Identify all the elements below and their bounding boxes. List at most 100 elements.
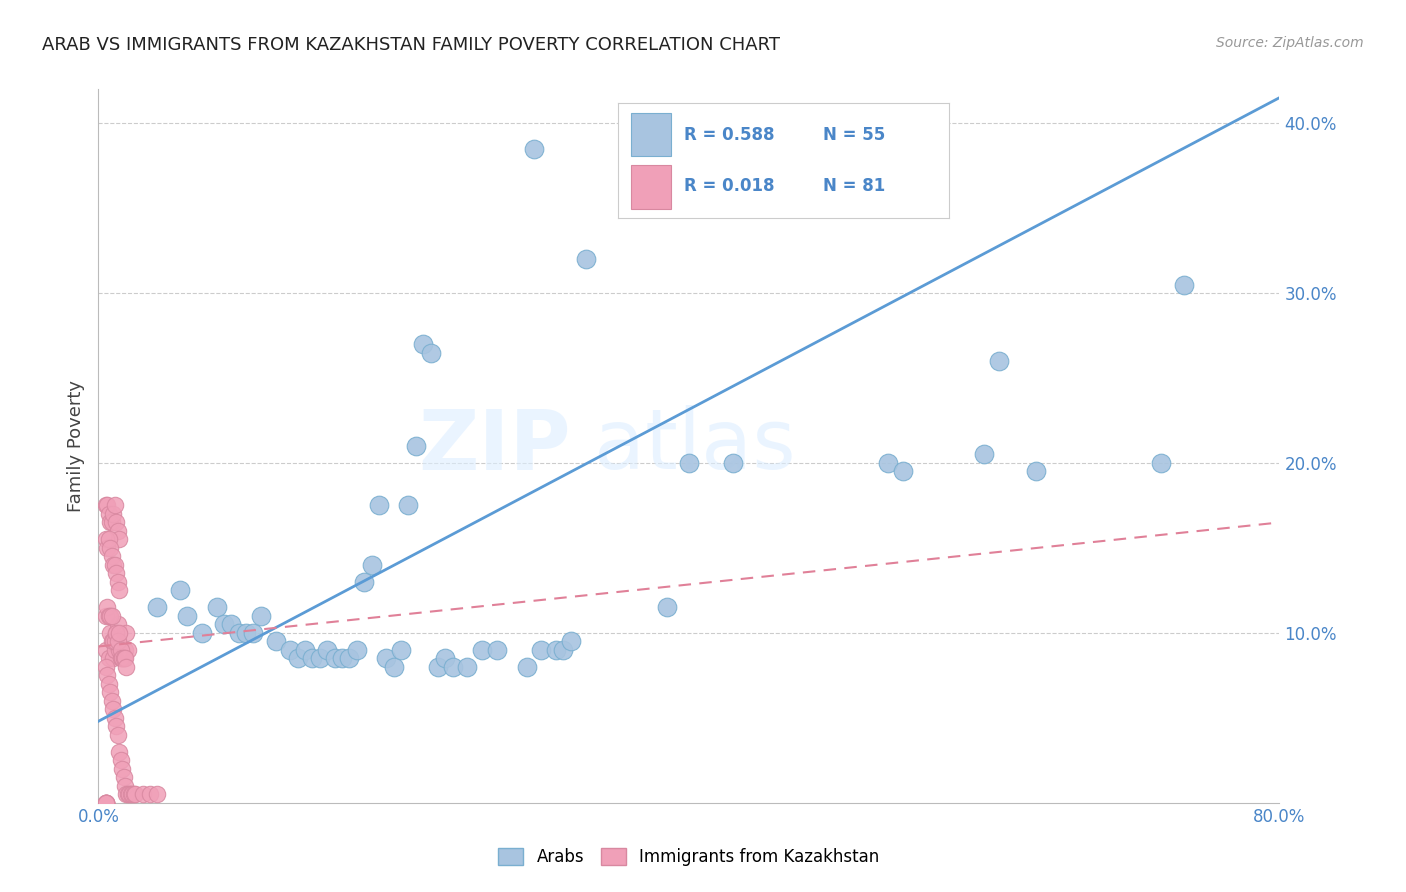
Point [94,533,117,547]
Point [105,566,128,581]
Point [98,541,121,555]
Point [1150,456,1173,470]
Point [94,796,117,810]
Point [191,626,214,640]
Point [105,626,128,640]
Point [120,787,142,801]
Point [235,626,257,640]
Point [94,499,117,513]
Point [98,685,121,699]
Point [117,643,139,657]
Point [94,643,117,657]
Y-axis label: Family Poverty: Family Poverty [66,380,84,512]
Point [721,456,744,470]
Point [132,787,155,801]
Point [94,796,117,810]
Point [121,787,143,801]
Point [169,583,191,598]
Point [103,634,125,648]
Point [353,574,375,589]
Text: atlas: atlas [595,406,796,486]
Point [146,600,169,615]
Point [105,626,128,640]
Point [94,608,117,623]
Point [107,524,129,538]
Point [553,643,575,657]
Point [94,660,117,674]
Point [98,516,121,530]
Point [176,608,198,623]
Point [97,608,120,623]
Point [112,651,135,665]
Point [219,617,242,632]
Point [98,608,121,623]
Point [427,660,450,674]
Point [205,600,228,615]
Point [530,643,553,657]
Point [103,507,125,521]
Point [309,651,332,665]
Point [360,558,382,572]
Point [111,651,134,665]
Point [96,499,118,513]
Point [330,651,353,665]
Point [877,456,900,470]
Point [111,651,134,665]
Point [107,728,129,742]
Point [103,558,125,572]
Point [523,142,546,156]
Point [108,583,131,598]
Point [412,337,434,351]
Point [110,651,132,665]
Point [124,787,146,801]
Point [115,660,138,674]
Point [456,660,478,674]
Point [139,787,162,801]
Point [486,643,509,657]
Point [294,643,316,657]
Point [118,787,141,801]
Point [1025,465,1047,479]
Point [117,787,139,801]
Point [316,643,339,657]
Point [111,762,134,776]
Point [104,499,127,513]
Point [574,252,596,266]
Point [104,558,127,572]
Text: ARAB VS IMMIGRANTS FROM KAZAKHSTAN FAMILY POVERTY CORRELATION CHART: ARAB VS IMMIGRANTS FROM KAZAKHSTAN FAMIL… [42,36,780,54]
Point [114,651,136,665]
Point [96,668,118,682]
Point [112,770,135,784]
Point [323,651,346,665]
Point [228,626,250,640]
Point [104,634,127,648]
Text: Source: ZipAtlas.com: Source: ZipAtlas.com [1216,36,1364,50]
Point [97,507,120,521]
Point [94,796,117,810]
Point [396,499,419,513]
Point [973,448,995,462]
Point [301,651,323,665]
Point [103,651,125,665]
Point [107,617,129,632]
Point [434,651,457,665]
Point [112,651,135,665]
Point [96,541,118,555]
Point [115,626,138,640]
Point [94,796,117,810]
Point [544,643,567,657]
Point [108,643,131,657]
Point [264,634,287,648]
Point [100,608,122,623]
Point [107,634,129,648]
Text: ZIP: ZIP [419,406,571,486]
Legend: Arabs, Immigrants from Kazakhstan: Arabs, Immigrants from Kazakhstan [492,841,886,873]
Point [987,354,1010,368]
Point [368,499,391,513]
Point [108,533,131,547]
Point [104,711,127,725]
Point [891,465,914,479]
Point [114,779,136,793]
Point [110,753,132,767]
Point [103,702,125,716]
